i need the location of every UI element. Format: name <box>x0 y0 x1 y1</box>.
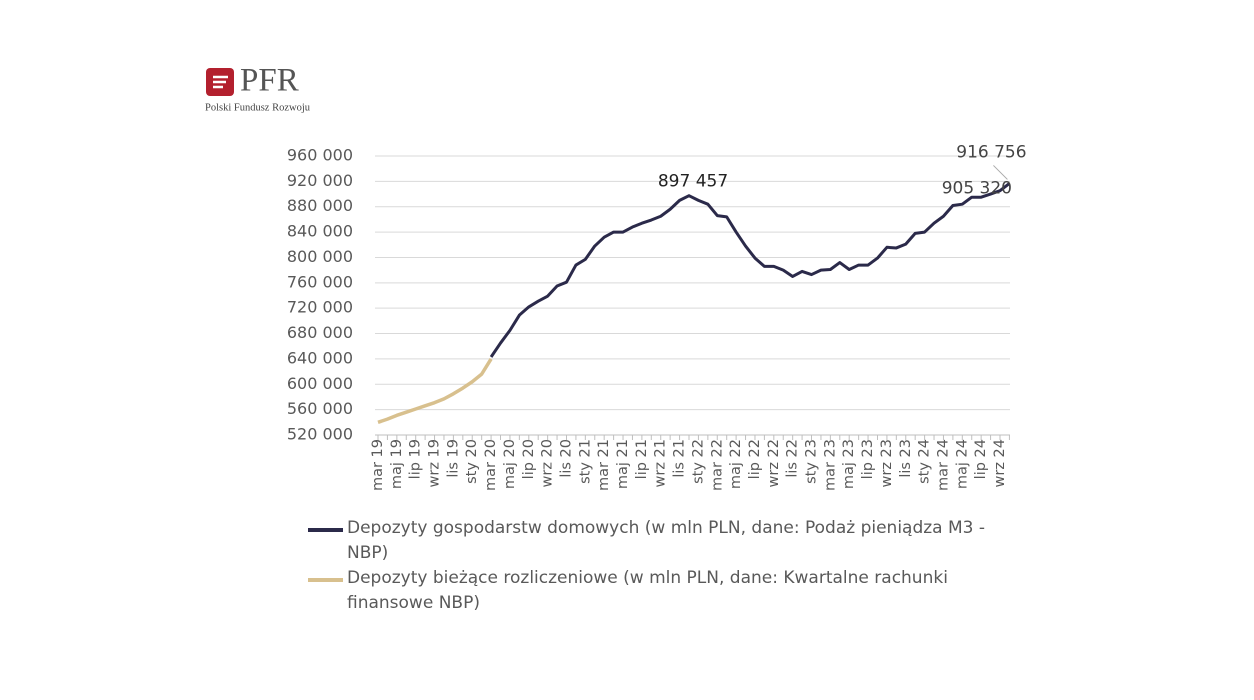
y-tick-label: 640 000 <box>287 348 353 367</box>
legend-swatch <box>308 528 343 532</box>
x-tick-label: maj 19 <box>389 439 405 489</box>
x-tick-label: lip 19 <box>408 439 424 479</box>
data-label: 916 756 <box>956 142 1026 162</box>
x-tick-label: sty 20 <box>464 439 480 484</box>
y-tick-label: 880 000 <box>287 196 353 215</box>
legend: Depozyty gospodarstw domowych (w mln PLN… <box>306 516 1006 616</box>
legend-label: Depozyty bieżące rozliczeniowe (w mln PL… <box>347 568 948 613</box>
data-label: 897 457 <box>658 172 728 192</box>
x-tick-label: wrz 24 <box>992 439 1008 488</box>
x-tick-label: sty 21 <box>577 439 593 484</box>
y-tick-label: 800 000 <box>287 247 353 266</box>
series-line <box>489 182 1011 358</box>
legend-swatch <box>308 578 343 582</box>
x-tick-label: lip 23 <box>860 439 876 479</box>
x-tick-label: lip 24 <box>973 439 989 479</box>
y-tick-label: 560 000 <box>287 399 353 418</box>
y-tick-label: 840 000 <box>287 222 353 241</box>
x-tick-label: mar 20 <box>483 439 499 491</box>
x-tick-label: lis 20 <box>558 439 574 478</box>
x-tick-label: wrz 23 <box>879 439 895 488</box>
x-tick-label: lip 22 <box>747 439 763 479</box>
x-tick-label: maj 22 <box>728 439 744 489</box>
logo-name: PFR <box>240 64 299 99</box>
logo: PFR Polski Fundusz Rozwoju <box>204 63 334 123</box>
y-tick-label: 520 000 <box>287 425 353 444</box>
legend-item: Depozyty gospodarstw domowych (w mln PLN… <box>306 516 1006 566</box>
logo-mark: PFR Polski Fundusz Rozwoju <box>205 63 311 114</box>
x-tick-label: maj 24 <box>954 439 970 489</box>
logo-tagline: Polski Fundusz Rozwoju <box>205 102 311 113</box>
x-tick-label: lis 22 <box>785 439 801 478</box>
x-tick-label: mar 19 <box>370 439 386 491</box>
x-tick-label: sty 23 <box>804 439 820 484</box>
x-tick-label: mar 22 <box>709 439 725 491</box>
y-tick-label: 760 000 <box>287 272 353 291</box>
label-leader <box>993 165 1008 180</box>
x-tick-label: wrz 21 <box>653 439 669 488</box>
x-tick-label: wrz 22 <box>766 439 782 488</box>
x-tick-label: mar 23 <box>822 439 838 491</box>
y-tick-label: 720 000 <box>287 298 353 317</box>
x-tick-label: lip 20 <box>521 439 537 479</box>
series-line <box>377 357 493 424</box>
y-tick-label: 680 000 <box>287 323 353 342</box>
y-tick-label: 960 000 <box>287 146 353 165</box>
x-tick-label: mar 21 <box>596 439 612 491</box>
x-tick-label: lis 19 <box>445 439 461 478</box>
chart: 520 000 560 000 600 000 640 000 680 000 720 0… <box>287 142 1027 491</box>
x-tick-label: lis 21 <box>672 439 688 478</box>
x-tick-label: wrz 20 <box>540 439 556 488</box>
x-tick-label: lis 23 <box>898 439 914 478</box>
x-tick-label: maj 20 <box>502 439 518 489</box>
legend-label: Depozyty gospodarstw domowych (w mln PLN… <box>347 518 986 563</box>
x-tick-label: wrz 19 <box>427 439 443 488</box>
x-tick-label: maj 21 <box>615 439 631 489</box>
y-tick-label: 600 000 <box>287 374 353 393</box>
x-tick-label: lip 21 <box>634 439 650 479</box>
x-tick-label: sty 24 <box>917 439 933 484</box>
x-tick-label: sty 22 <box>690 439 706 484</box>
y-tick-label: 920 000 <box>287 171 353 190</box>
x-tick-label: mar 24 <box>935 439 951 491</box>
legend-item: Depozyty bieżące rozliczeniowe (w mln PL… <box>306 566 1006 616</box>
data-label: 905 320 <box>942 179 1012 199</box>
x-tick-label: maj 23 <box>841 439 857 489</box>
